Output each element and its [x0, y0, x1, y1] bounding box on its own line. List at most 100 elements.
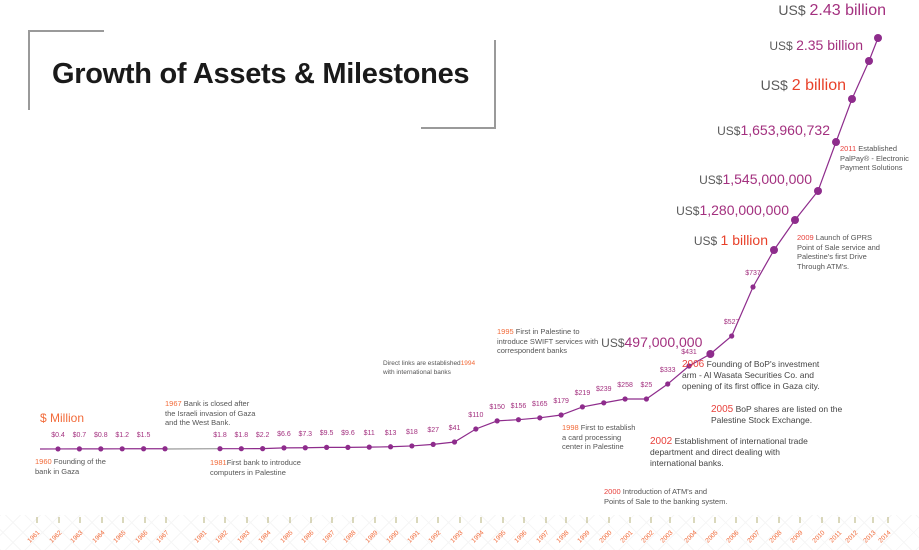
x-tick-label: 2006 — [725, 529, 740, 544]
point-label: $1.8 — [234, 431, 249, 439]
point-label: $527 — [723, 319, 740, 326]
x-tick-label: 2011 — [829, 529, 844, 544]
data-point — [76, 446, 82, 452]
page-title: Growth of Assets & Milestones — [52, 58, 470, 90]
data-point — [387, 444, 394, 450]
x-tick-label: 1962 — [48, 529, 63, 544]
point-label: $0.8 — [93, 431, 108, 439]
data-point — [119, 446, 125, 452]
x-tick-label: 1986 — [300, 529, 315, 544]
currency-prefix: US$ — [693, 234, 721, 248]
point-label: $11 — [363, 430, 375, 438]
currency-prefix: US$ — [601, 336, 625, 350]
point-label: $9.5 — [319, 430, 334, 438]
x-tick-label: 2004 — [683, 529, 698, 544]
x-tick-label: 1963 — [69, 529, 84, 544]
data-point — [706, 350, 715, 358]
data-point — [302, 445, 308, 451]
x-tick-label: 1990 — [385, 529, 400, 544]
data-point — [430, 441, 436, 447]
currency-prefix: US$ — [760, 77, 792, 93]
x-tick-label: 1961 — [26, 529, 41, 544]
data-point — [238, 446, 244, 452]
big-value: 1,653,960,732 — [740, 122, 830, 139]
big-value: 1,545,000,000 — [722, 171, 812, 187]
data-point — [324, 444, 330, 450]
point-label: $1.5 — [136, 431, 151, 439]
point-label: $150 — [489, 403, 505, 411]
point-label: $13 — [384, 429, 397, 437]
data-point — [217, 446, 223, 452]
unit-label: $ Million — [40, 411, 85, 425]
point-label: $1.2 — [115, 431, 129, 439]
point-label: $165 — [532, 400, 548, 408]
milestone-1995: 1995 First in Palestine to introduce SWIF… — [497, 327, 599, 355]
point-label: $219 — [574, 389, 591, 397]
x-tick-label: 1995 — [492, 529, 507, 544]
data-point — [770, 246, 778, 254]
point-label: $41 — [448, 425, 461, 432]
point-label: $0.7 — [72, 431, 87, 439]
data-point — [601, 400, 607, 406]
point-label: $239 — [595, 385, 612, 393]
data-point — [451, 439, 458, 445]
x-tick-label: 1981 — [193, 529, 208, 544]
milestone-2006: 2006 Founding of BoP's investment arm - A… — [682, 359, 820, 391]
point-label: $18 — [406, 428, 418, 436]
big-value-label: US$1,653,960,732 — [717, 122, 830, 140]
x-tick-label: 1992 — [427, 529, 442, 544]
big-value-label: US$1,280,000,000 — [676, 202, 789, 220]
x-tick-label: 1987 — [321, 529, 336, 544]
big-value: 1 billion — [720, 232, 768, 248]
point-label: $2.2 — [255, 431, 270, 439]
milestone-1994: Direct links are established1994 with int… — [383, 360, 476, 376]
x-tick-label: 2005 — [704, 529, 719, 544]
big-value-label: US$ 2.35 billion — [769, 37, 863, 55]
data-point — [874, 34, 882, 42]
x-tick-label: 1965 — [112, 529, 127, 544]
data-point — [622, 396, 628, 402]
big-value: 497,000,000 — [624, 334, 703, 350]
big-value-label: US$1,545,000,000 — [699, 171, 812, 189]
point-label: $27 — [427, 427, 440, 435]
x-tick-label: 1999 — [576, 529, 591, 544]
x-tick-label: 2000 — [598, 529, 613, 544]
x-tick-label: 2013 — [862, 529, 877, 544]
x-tick-label: 1991 — [406, 529, 421, 544]
title-frame-bottom — [421, 127, 496, 129]
x-tick-label: 2007 — [746, 529, 761, 544]
data-point — [729, 333, 735, 339]
x-tick-label: 2010 — [811, 529, 826, 544]
x-tick-label: 2001 — [619, 529, 634, 544]
big-value: 1,280,000,000 — [699, 202, 789, 218]
data-point — [366, 444, 372, 450]
currency-prefix: US$ — [769, 39, 797, 53]
currency-prefix: US$ — [778, 2, 810, 18]
point-label: $110 — [468, 412, 484, 419]
milestone-2005: 2005 BoP shares are listed on the Palesti… — [711, 404, 843, 425]
data-point — [409, 443, 415, 449]
data-point — [832, 138, 840, 147]
data-point — [345, 444, 351, 450]
point-label: $737 — [745, 270, 761, 277]
title-frame-right — [494, 40, 496, 129]
milestone-2002: 2002 Establishment of international trad… — [650, 436, 808, 468]
x-tick-label: 1998 — [555, 529, 570, 544]
x-tick-label: 1983 — [236, 529, 251, 544]
milestone-1960: 1960 Founding of the bank in Gaza — [35, 457, 106, 476]
title-frame-left — [28, 30, 30, 110]
data-point — [473, 426, 479, 432]
point-label: $258 — [617, 382, 633, 389]
point-label: $179 — [553, 398, 569, 405]
point-label: $156 — [510, 402, 527, 410]
data-point — [686, 363, 692, 369]
x-tick-label: 1982 — [214, 529, 229, 544]
x-tick-label: 1967 — [155, 529, 170, 544]
point-label: $1.8 — [213, 431, 227, 439]
big-value: 2 billion — [791, 77, 846, 94]
x-tick-label: 1964 — [91, 529, 106, 544]
point-label: $25 — [640, 382, 653, 389]
currency-prefix: US$ — [676, 204, 700, 218]
data-point — [791, 216, 799, 224]
point-label: $431 — [681, 349, 697, 356]
